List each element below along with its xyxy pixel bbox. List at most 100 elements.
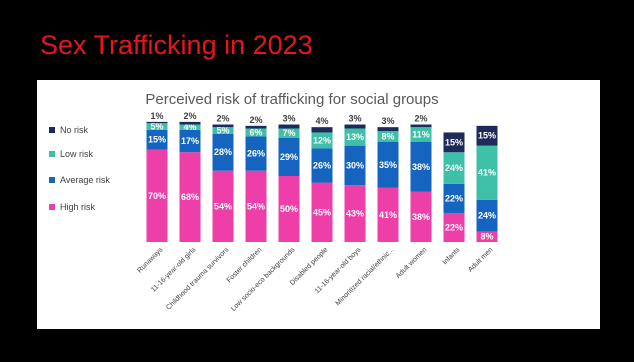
bar-segment-low-risk xyxy=(410,127,432,142)
category-label: Adult men xyxy=(467,246,494,273)
bar-segment-low-risk xyxy=(311,132,333,149)
bar-segment-average-risk xyxy=(377,141,399,188)
bar-segment-high-risk xyxy=(212,170,234,242)
bar-segment-high-risk xyxy=(311,182,333,242)
bar-label-high-risk: 54% xyxy=(247,201,265,211)
bar-segment-high-risk xyxy=(245,170,267,242)
bar-segment-average-risk xyxy=(146,129,168,150)
bar-segment-no-risk xyxy=(278,124,300,129)
category-label: Adult women xyxy=(395,246,429,280)
bar-label-average-risk: 26% xyxy=(313,160,331,170)
bar-label-high-risk: 50% xyxy=(280,204,298,214)
slide-title: Sex Trafficking in 2023 xyxy=(40,30,313,60)
bar-segment-no-risk xyxy=(443,132,465,153)
bar-label-no-risk: 15% xyxy=(445,137,463,147)
bar-label-low-risk: 41% xyxy=(478,168,496,178)
legend-label-average-risk: Average risk xyxy=(60,175,110,185)
legend-swatch-low-risk xyxy=(49,151,55,157)
bar-label-no-risk: 3% xyxy=(282,114,295,124)
bar-label-high-risk: 68% xyxy=(181,192,199,202)
bar-segment-no-risk xyxy=(410,124,432,128)
bar-segment-average-risk xyxy=(245,136,267,171)
bar-label-low-risk: 12% xyxy=(313,135,331,145)
bar-label-no-risk: 2% xyxy=(183,111,196,121)
bar-segment-no-risk xyxy=(476,125,498,146)
bar-label-low-risk: 13% xyxy=(346,132,364,142)
bar-label-no-risk: 2% xyxy=(414,114,427,124)
bar-segment-high-risk xyxy=(344,185,366,242)
bar-segment-no-risk xyxy=(311,127,333,133)
bar-segment-average-risk xyxy=(443,183,465,213)
category-label: Minoritized racial/ethnic... xyxy=(335,246,396,307)
bar-segment-high-risk xyxy=(278,176,300,242)
bar-segment-low-risk xyxy=(179,124,201,130)
bar-segment-average-risk xyxy=(212,133,234,171)
bar-segment-high-risk xyxy=(476,231,498,242)
bar-label-no-risk: 2% xyxy=(216,114,229,124)
bar-label-high-risk: 70% xyxy=(148,191,166,201)
bar-label-no-risk: 3% xyxy=(348,114,361,124)
legend-label-low-risk: Low risk xyxy=(60,149,94,159)
bar-label-average-risk: 35% xyxy=(379,160,397,170)
legend-label-high-risk: High risk xyxy=(60,202,96,212)
bar-label-no-risk: 4% xyxy=(315,116,328,126)
chart-title: Perceived risk of trafficking for social… xyxy=(145,91,438,108)
bar-segment-average-risk xyxy=(410,141,432,192)
category-label: Childhood trauma survivors xyxy=(165,246,231,312)
stacked-bar-chart: Perceived risk of trafficking for social… xyxy=(49,91,498,313)
bar-label-average-risk: 22% xyxy=(445,193,463,203)
bar-segment-no-risk xyxy=(179,121,201,125)
bar-segment-low-risk xyxy=(476,145,498,200)
bar-label-average-risk: 28% xyxy=(214,147,232,157)
bar-segment-low-risk xyxy=(344,128,366,146)
bar-segment-no-risk xyxy=(344,124,366,129)
bar-segment-no-risk xyxy=(212,124,234,128)
bar-segment-high-risk xyxy=(377,187,399,242)
bar-segment-no-risk xyxy=(245,125,267,129)
bar-label-low-risk: 24% xyxy=(445,163,463,173)
bar-label-no-risk: 2% xyxy=(249,115,262,125)
bar-label-high-risk: 45% xyxy=(313,207,331,217)
bar-segment-average-risk xyxy=(311,148,333,183)
bar-segment-low-risk xyxy=(245,128,267,137)
legend-swatch-no-risk xyxy=(49,127,55,133)
category-label: Foster children xyxy=(226,246,264,284)
bar-label-low-risk: 8% xyxy=(381,131,394,141)
bar-label-average-risk: 26% xyxy=(247,149,265,159)
bar-segment-low-risk xyxy=(377,131,399,142)
chart-panel: Perceived risk of trafficking for social… xyxy=(37,80,600,329)
bar-label-no-risk: 1% xyxy=(150,111,163,121)
bar-segment-high-risk xyxy=(179,152,201,242)
category-label: Low socio-eco backgrounds xyxy=(230,246,297,313)
bar-segment-high-risk xyxy=(443,212,465,242)
bar-segment-no-risk xyxy=(377,127,399,132)
legend: No risk Low risk Average risk High risk xyxy=(49,125,110,212)
category-label: Infants xyxy=(442,246,462,266)
bar-segment-average-risk xyxy=(278,137,300,176)
bar-label-high-risk: 43% xyxy=(346,209,364,219)
bar-segment-no-risk xyxy=(146,121,168,124)
bar-label-average-risk: 17% xyxy=(181,136,199,146)
bar-segment-average-risk xyxy=(476,199,498,232)
bar-segment-average-risk xyxy=(179,129,201,153)
legend-swatch-high-risk xyxy=(49,204,55,210)
bar-segment-low-risk xyxy=(443,152,465,184)
bar-label-average-risk: 24% xyxy=(478,211,496,221)
bar-label-low-risk: 5% xyxy=(216,125,229,135)
legend-swatch-average-risk xyxy=(49,177,55,183)
bar-label-high-risk: 54% xyxy=(214,201,232,211)
bar-label-low-risk: 7% xyxy=(282,128,295,138)
bar-label-high-risk: 22% xyxy=(445,222,463,232)
bar-label-average-risk: 38% xyxy=(412,162,430,172)
bar-segment-high-risk xyxy=(410,191,432,242)
bar-label-low-risk: 4% xyxy=(183,122,196,132)
bar-label-average-risk: 15% xyxy=(148,135,166,145)
bar-label-high-risk: 8% xyxy=(480,232,493,242)
bar-segment-high-risk xyxy=(146,149,168,242)
legend-label-no-risk: No risk xyxy=(60,125,89,135)
bar-label-low-risk: 5% xyxy=(150,122,163,132)
bar-segment-low-risk xyxy=(278,128,300,138)
bar-segment-low-risk xyxy=(146,123,168,130)
category-label: Runaways xyxy=(136,246,164,274)
bar-segment-low-risk xyxy=(212,127,234,134)
